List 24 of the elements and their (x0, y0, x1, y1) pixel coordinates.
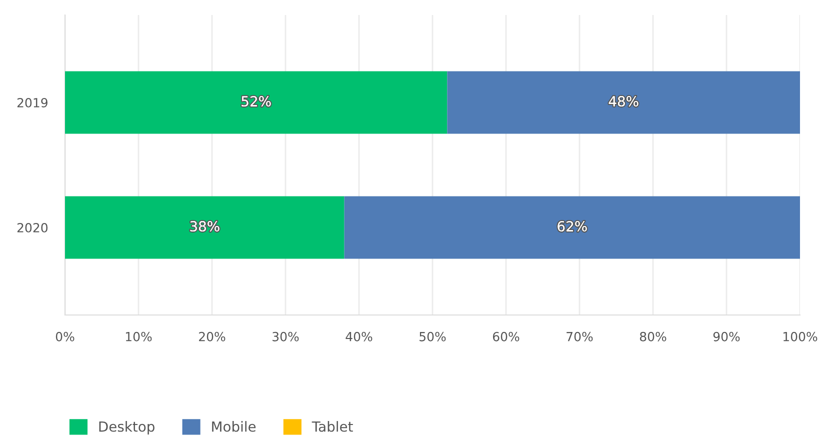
bar (447, 71, 800, 134)
x-tick-label: 30% (272, 332, 299, 342)
x-tick-label: 40% (346, 332, 372, 342)
x-tick-label: 50% (420, 332, 446, 342)
x-tick-label: 20% (199, 332, 226, 342)
legend-label: Desktop (99, 421, 154, 434)
bar (65, 196, 344, 259)
legend-label: Tablet (312, 421, 353, 432)
x-tick-label: 10% (126, 332, 152, 342)
data-label: 38% (190, 221, 220, 232)
x-tick-label: 60% (492, 332, 520, 342)
data-label: 48% (608, 96, 638, 107)
y-tick-label: 2019 (17, 98, 48, 108)
x-tick-label: 0% (56, 332, 74, 342)
x-tick-label: 100% (784, 332, 818, 342)
data-label: 62% (558, 221, 587, 232)
data-label: 52% (242, 96, 271, 107)
x-tick-label: 80% (640, 332, 666, 342)
x-tick-label: 90% (713, 332, 740, 342)
x-tick-label: 70% (566, 332, 593, 342)
bar (344, 196, 800, 259)
y-tick-label: 2020 (17, 222, 48, 232)
legend-label: Mobile (212, 421, 256, 432)
bar (65, 71, 448, 134)
